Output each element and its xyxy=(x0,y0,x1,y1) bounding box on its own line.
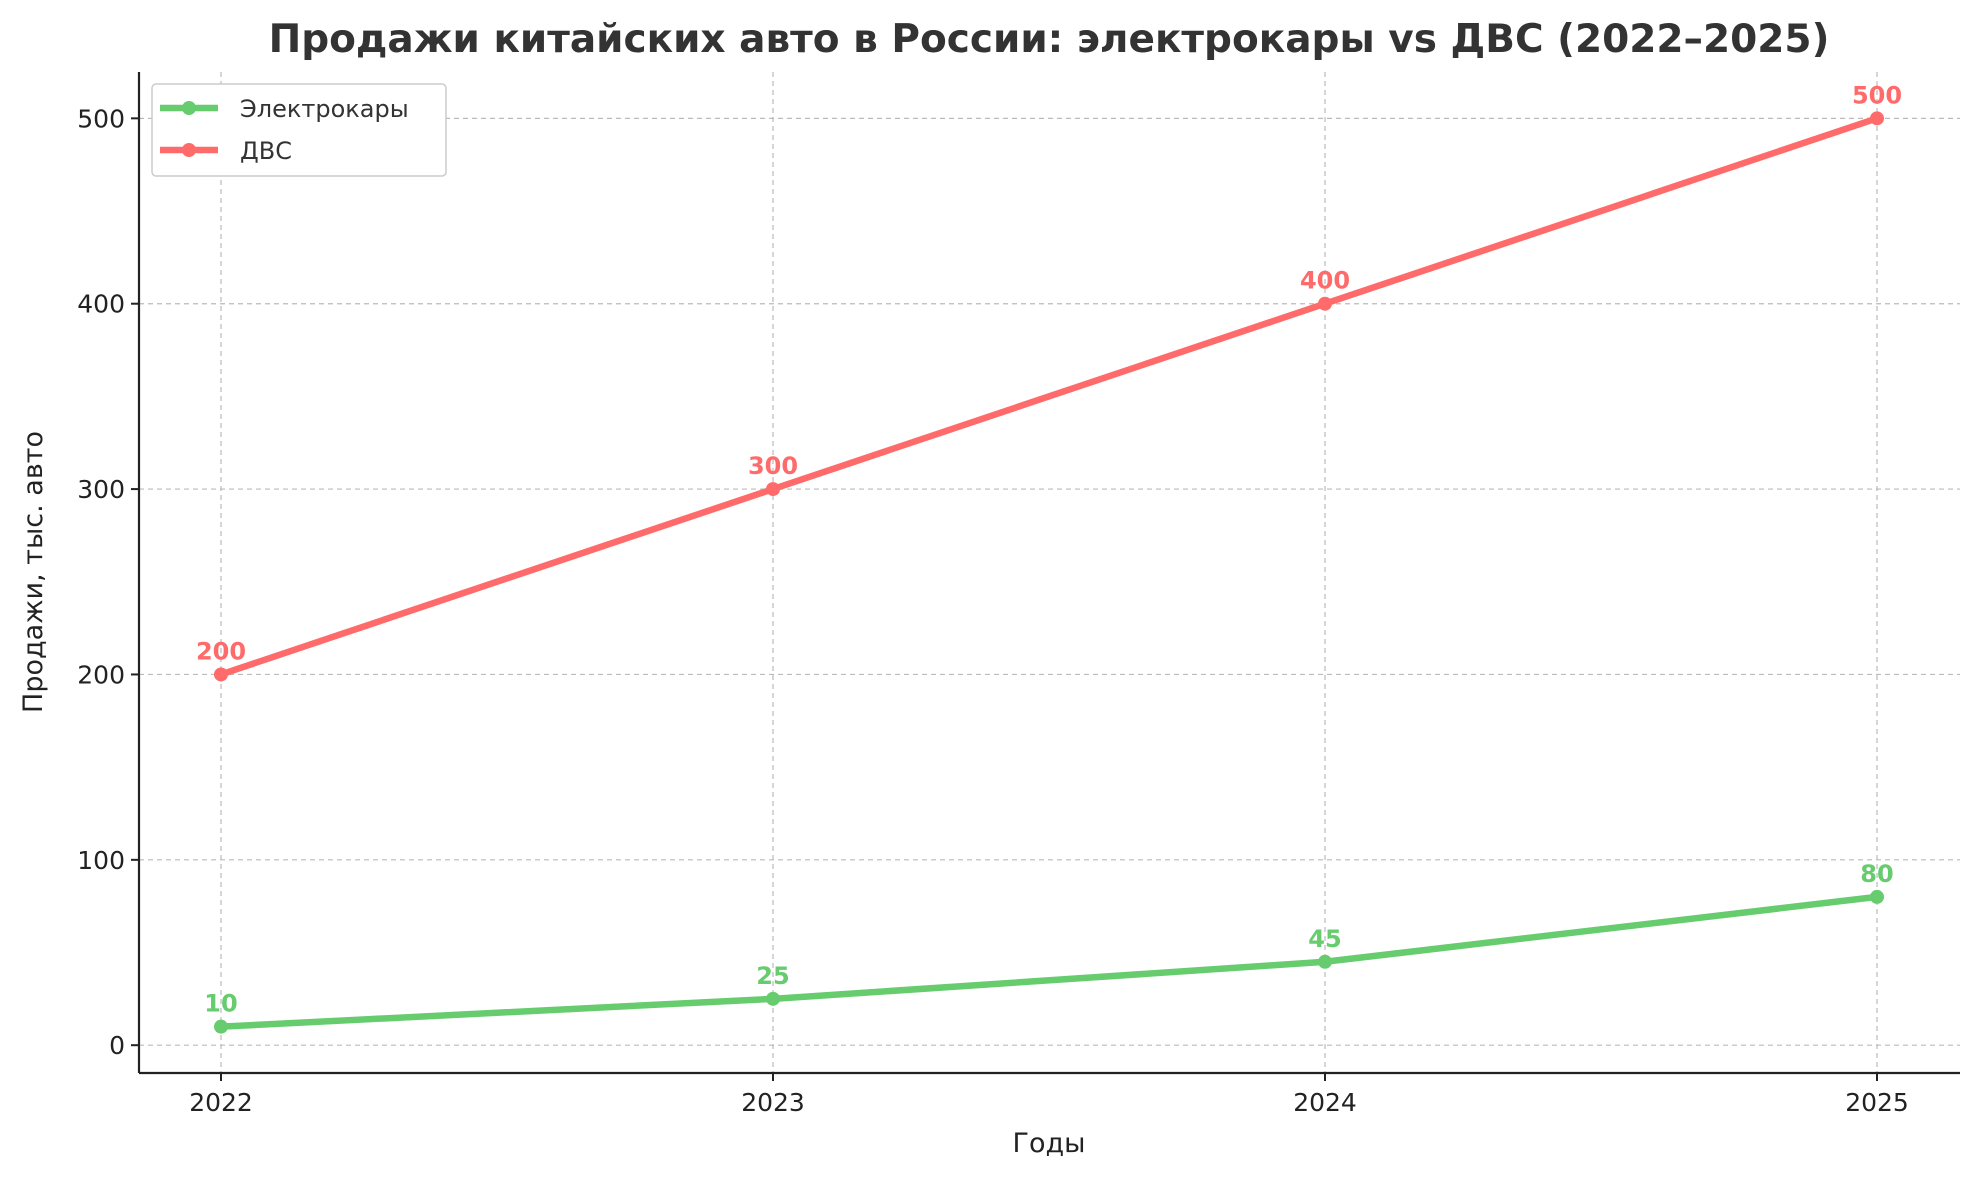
y-axis-label: Продажи, тыс. авто xyxy=(18,431,49,713)
grid xyxy=(139,72,1960,1073)
legend-label-electric: Электрокары xyxy=(240,95,409,123)
chart-title: Продажи китайских авто в России: электро… xyxy=(269,17,1830,62)
y-tick-label: 400 xyxy=(77,290,125,319)
y-tick-label: 100 xyxy=(77,846,125,875)
data-point xyxy=(1318,954,1332,969)
data-point xyxy=(1318,296,1332,311)
data-label: 400 xyxy=(1300,267,1350,295)
x-tick-label: 2022 xyxy=(189,1088,253,1117)
data-point xyxy=(1870,111,1884,126)
legend-box xyxy=(151,83,447,177)
x-tick-label: 2025 xyxy=(1845,1088,1909,1117)
data-label: 45 xyxy=(1308,925,1341,953)
data-label: 500 xyxy=(1852,81,1902,109)
data-point xyxy=(214,1019,228,1034)
data-label: 80 xyxy=(1860,860,1893,888)
legend: Электрокары ДВС xyxy=(151,83,447,177)
series-lines: 10 25 45 80 200 300 400 500 xyxy=(196,81,1902,1034)
legend-label-ice: ДВС xyxy=(240,137,292,165)
data-point xyxy=(766,482,780,497)
y-tick-label: 200 xyxy=(77,660,125,689)
y-tick-label: 300 xyxy=(77,475,125,504)
data-label: 200 xyxy=(196,637,246,665)
y-tick-label: 500 xyxy=(77,104,125,133)
x-tick-label: 2023 xyxy=(741,1088,805,1117)
legend-marker-electric xyxy=(182,101,196,115)
series-line-1 xyxy=(217,115,1881,678)
x-tick-label: 2024 xyxy=(1293,1088,1357,1117)
data-point xyxy=(1870,889,1884,904)
data-point xyxy=(214,667,228,682)
y-tick-label: 0 xyxy=(109,1031,125,1060)
data-label: 25 xyxy=(756,962,789,990)
data-point xyxy=(766,991,780,1006)
x-axis-label: Годы xyxy=(1013,1128,1086,1159)
data-label: 300 xyxy=(748,452,798,480)
data-label: 10 xyxy=(204,990,237,1018)
ticks: 2022 2023 2024 2025 0 100 200 300 400 500 xyxy=(77,104,1909,1117)
series-line-0 xyxy=(217,893,1881,1030)
legend-marker-ice xyxy=(182,143,196,157)
